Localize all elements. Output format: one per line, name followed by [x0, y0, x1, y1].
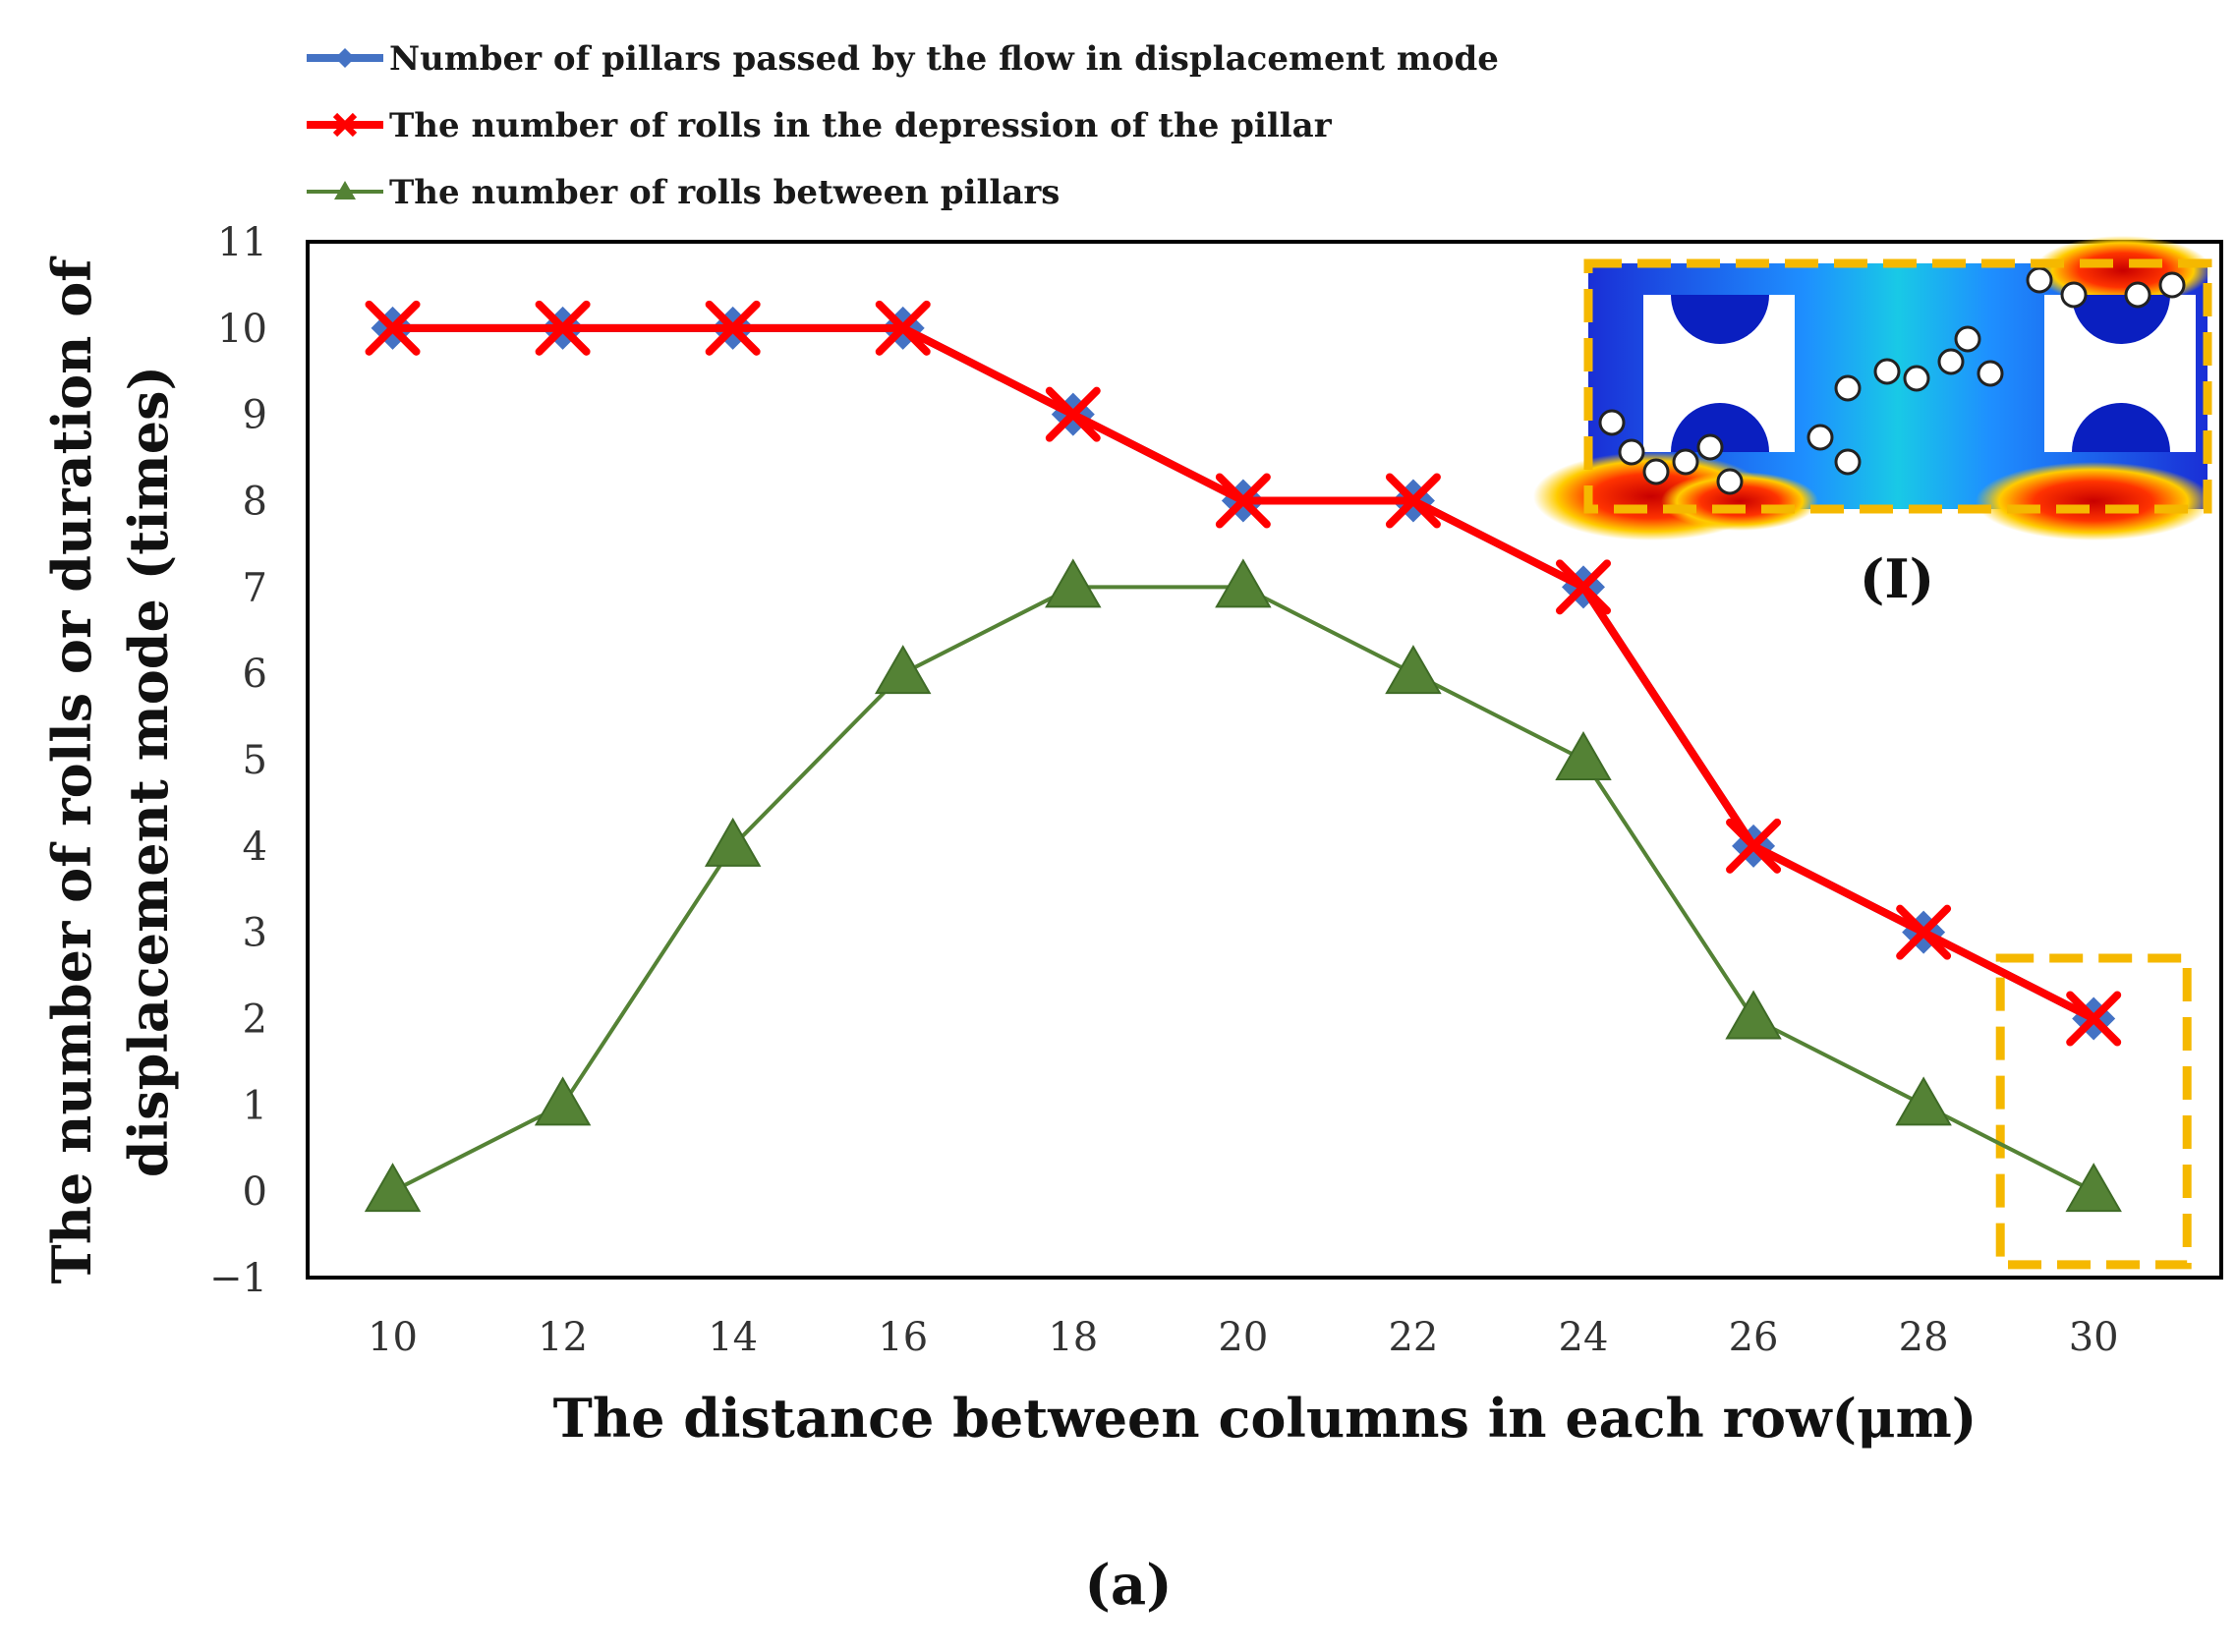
- point-marker-triangle: [2065, 1163, 2122, 1213]
- inset-simulation-image: [1533, 236, 2211, 541]
- x-axis-ticks: 10 12 14 16 18 20 22 24 26 28 30: [368, 1315, 2119, 1360]
- legend-entry-0: Number of pillars passed by the flow in …: [307, 39, 1499, 79]
- y-tick-label: 10: [217, 307, 267, 352]
- x-tick-label: 30: [2069, 1315, 2119, 1360]
- x-tick-label: 16: [878, 1315, 928, 1360]
- legend-label: The number of rolls between pillars: [389, 173, 1060, 212]
- point-marker-x: [1215, 473, 1271, 529]
- x-tick-label: 20: [1218, 1315, 1268, 1360]
- y-tick-label: 2: [243, 997, 267, 1043]
- inset-highlight-box: [1583, 258, 2212, 514]
- point-marker-x: [1896, 904, 1952, 960]
- y-tick-label: 7: [243, 565, 267, 610]
- inset-label: (I): [1860, 547, 1934, 610]
- y-axis-ticks: −1 0 1 2 3 4 5 6 7 8 9 10 11: [209, 220, 267, 1301]
- point-marker-triangle: [1215, 558, 1272, 608]
- point-marker-triangle: [1725, 990, 1782, 1040]
- point-marker-x: [1556, 559, 1611, 615]
- point-marker-x: [1385, 473, 1441, 529]
- point-marker-x: [2066, 991, 2122, 1047]
- y-tick-label: 11: [217, 220, 267, 265]
- y-tick-label: 1: [243, 1083, 267, 1128]
- y-axis-title-line1: The number of rolls or duration of: [40, 256, 103, 1284]
- point-marker-triangle: [534, 1076, 592, 1126]
- y-tick-label: 9: [243, 393, 267, 438]
- point-marker-triangle: [1555, 730, 1612, 780]
- point-marker-triangle: [704, 817, 762, 867]
- y-tick-label: 3: [243, 911, 267, 956]
- panel-label: (a): [1084, 1553, 1172, 1618]
- legend-label: Number of pillars passed by the flow in …: [389, 39, 1499, 79]
- point-marker-x: [705, 300, 761, 356]
- y-tick-label: 8: [243, 480, 267, 525]
- point-marker-triangle: [875, 645, 932, 695]
- point-marker-triangle: [1045, 558, 1102, 608]
- legend-entry-2: The number of rolls between pillars: [307, 173, 1060, 212]
- point-marker-x: [1726, 818, 1782, 874]
- y-tick-label: 4: [243, 825, 267, 870]
- point-marker-triangle: [1895, 1076, 1952, 1126]
- y-tick-label: 0: [243, 1169, 267, 1215]
- x-tick-label: 24: [1559, 1315, 1609, 1360]
- y-tick-label: 6: [243, 652, 267, 697]
- point-marker-x: [1045, 386, 1101, 442]
- point-marker-x: [535, 300, 591, 356]
- y-tick-label: 5: [243, 738, 267, 783]
- point-marker-x: [365, 300, 421, 356]
- x-axis-title: The distance between columns in each row…: [553, 1387, 1978, 1450]
- x-tick-label: 22: [1388, 1315, 1438, 1360]
- point-marker-triangle: [1385, 645, 1442, 695]
- point-marker-triangle: [364, 1163, 422, 1213]
- legend-label: The number of rolls in the depression of…: [389, 106, 1333, 145]
- plot-frame: [306, 240, 2223, 1280]
- x-tick-label: 26: [1729, 1315, 1779, 1360]
- x-tick-label: 12: [538, 1315, 588, 1360]
- x-tick-label: 14: [708, 1315, 758, 1360]
- point-marker-x: [875, 300, 931, 356]
- series-layer: [364, 300, 2122, 1213]
- x-tick-label: 28: [1899, 1315, 1949, 1360]
- legend-entry-1: The number of rolls in the depression of…: [307, 106, 1333, 145]
- x-tick-label: 18: [1048, 1315, 1098, 1360]
- y-axis-title-line2: displacement mode (times): [117, 366, 180, 1177]
- x-tick-label: 10: [368, 1315, 418, 1360]
- legend: Number of pillars passed by the flow in …: [307, 39, 1499, 212]
- y-tick-label: −1: [209, 1256, 267, 1301]
